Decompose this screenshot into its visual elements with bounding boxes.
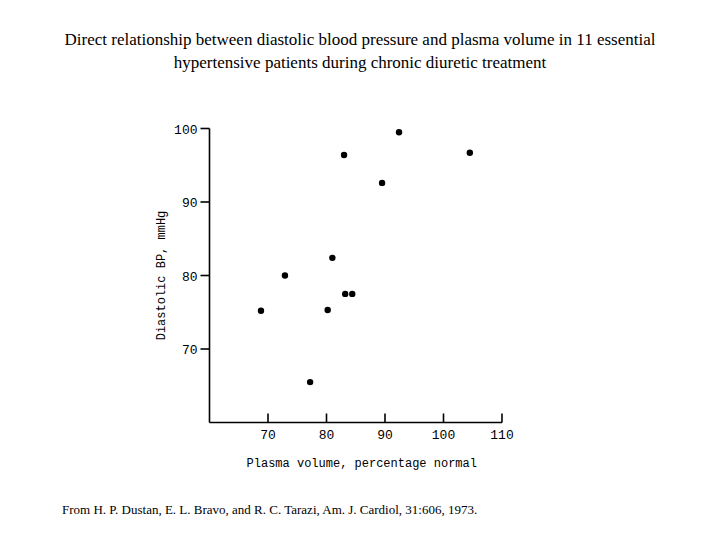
y-tick (201, 128, 210, 130)
x-tick (267, 414, 269, 423)
point (349, 291, 355, 297)
x-tick-label: 90 (377, 428, 393, 443)
point (341, 152, 347, 158)
x-tick-label: 70 (260, 428, 276, 443)
title: Direct relationship between diastolic bl… (55, 28, 665, 74)
x-axis-label: Plasma volume, percentage normal (247, 457, 477, 471)
y-tick (201, 275, 210, 277)
point (307, 379, 313, 385)
page: Direct relationship between diastolic bl… (0, 0, 720, 540)
y-tick-label: 70 (182, 343, 198, 358)
source: From H. P. Dustan, E. L. Bravo, and R. C… (62, 502, 477, 517)
point (324, 307, 330, 313)
point (396, 129, 402, 135)
x-tick (501, 414, 503, 423)
point (258, 308, 264, 314)
x-tick (326, 414, 328, 423)
point (282, 272, 288, 278)
point (329, 255, 335, 261)
title-box: Direct relationship between diastolic bl… (0, 28, 720, 74)
y-tick (201, 348, 210, 350)
points (258, 129, 473, 385)
x-tick (384, 414, 386, 423)
chart: 70 80 90 100 110 70 80 90 100 Plasma volume, perc… (0, 0, 720, 540)
point (467, 150, 473, 156)
y-tick-label: 90 (182, 196, 198, 211)
x-tick (443, 414, 445, 423)
x-tick-label: 100 (432, 428, 455, 443)
point (342, 291, 348, 297)
x-tick-label: 80 (319, 428, 335, 443)
x-axis (210, 422, 503, 424)
y-tick (201, 201, 210, 203)
x-tick-label: 110 (490, 428, 513, 443)
y-tick-label: 100 (174, 123, 197, 138)
point (379, 180, 385, 186)
y-axis-label: Diastolic BP, mmHg (155, 211, 169, 341)
y-tick-label: 80 (182, 270, 198, 285)
